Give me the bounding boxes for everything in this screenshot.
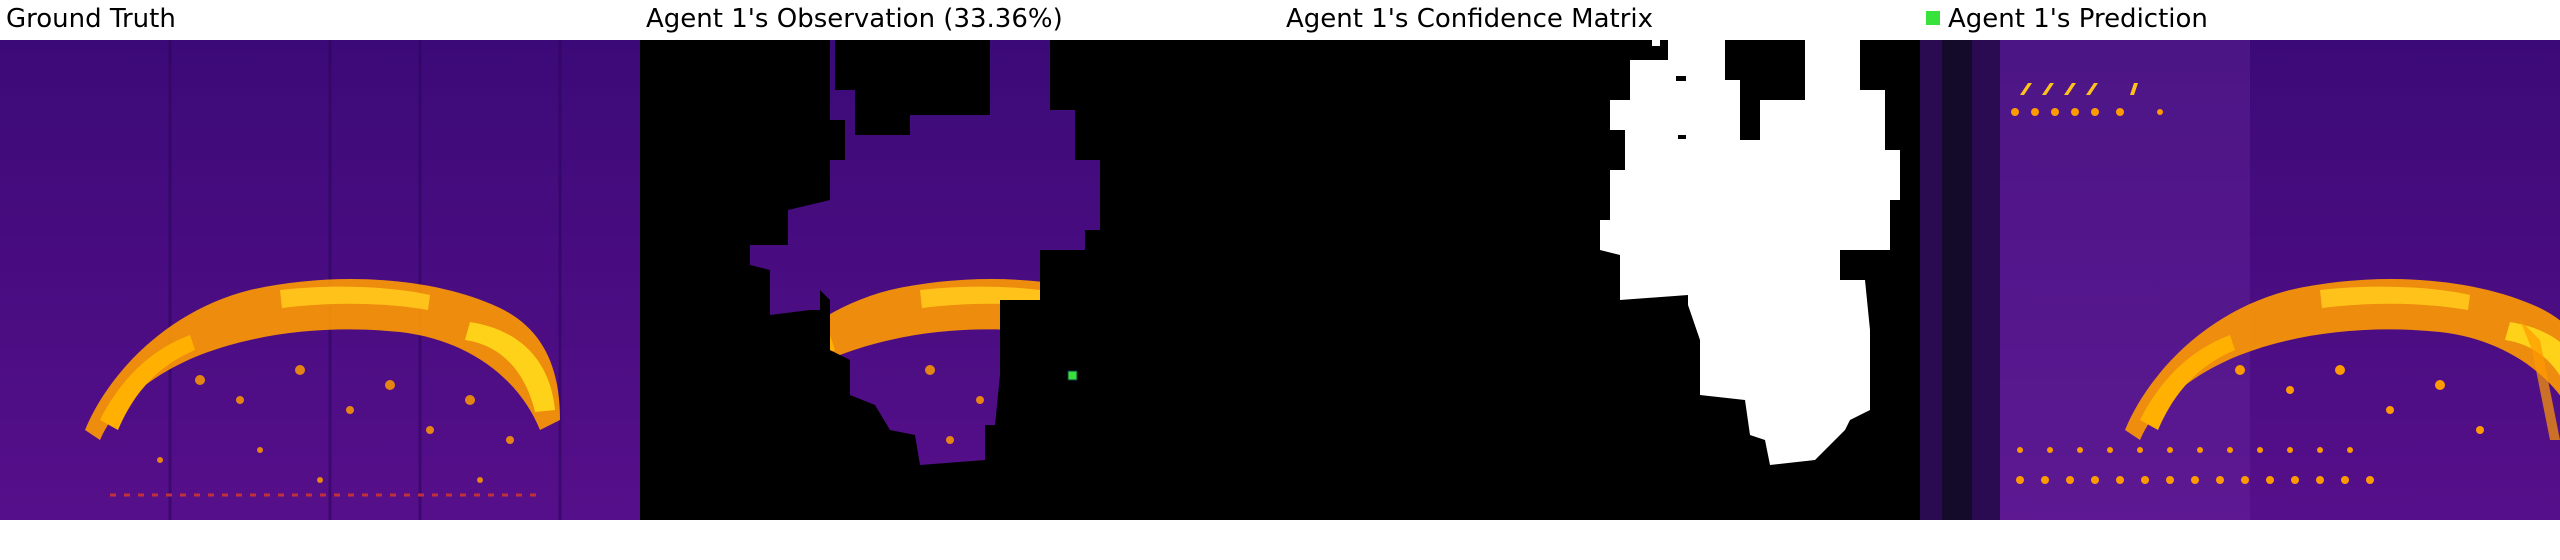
green-square-icon [1926,10,1940,25]
confidence-matrix-image [1280,40,1920,520]
observation-title: Agent 1's Observation (33.36%) [646,4,1063,34]
ground-truth-image [0,40,640,520]
ground-truth-title: Ground Truth [6,4,176,34]
observation-image [640,40,1280,520]
confidence-title: Agent 1's Confidence Matrix [1286,4,1654,34]
agent-marker-icon [1067,370,1078,381]
prediction-title-text: Agent 1's Prediction [1948,4,2208,34]
prediction-title: Agent 1's Prediction [1926,2,2208,36]
prediction-image [1920,40,2560,520]
